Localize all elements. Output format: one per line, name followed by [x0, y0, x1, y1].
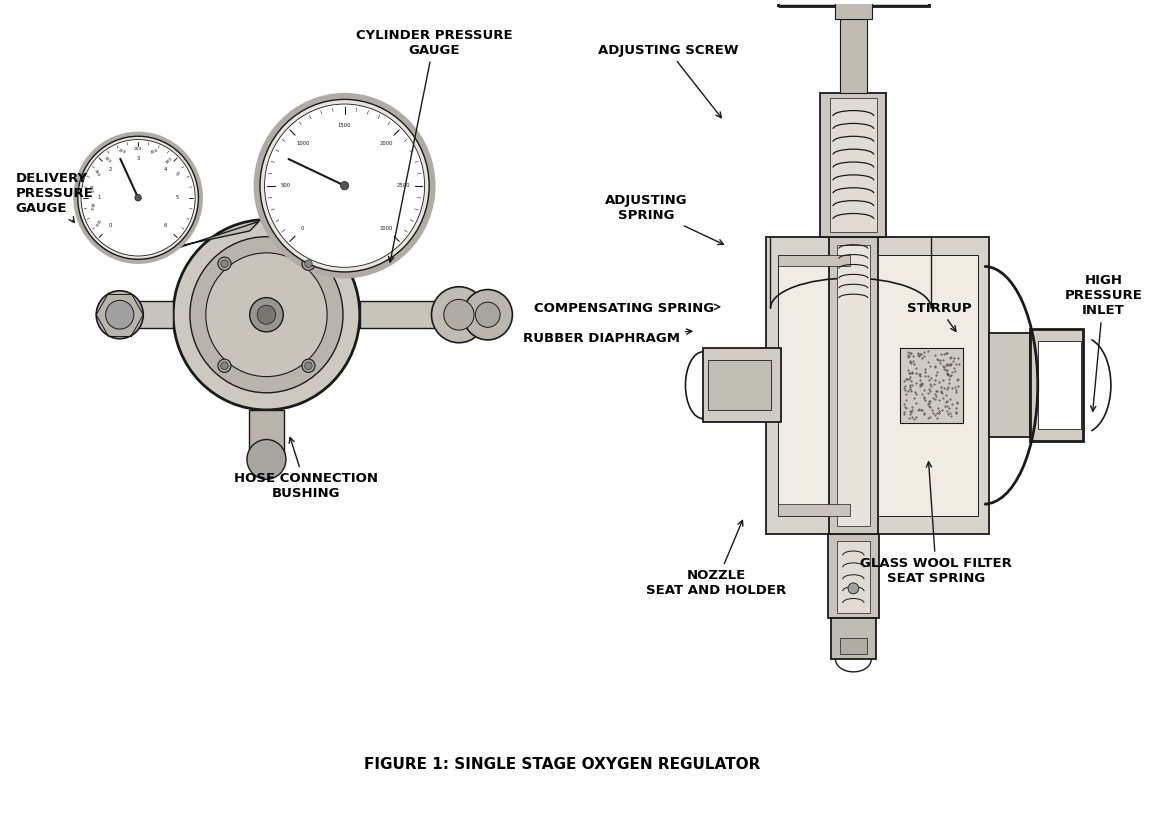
Text: 0: 0	[301, 226, 305, 231]
Circle shape	[78, 136, 199, 259]
Bar	[779, 0, 928, 7]
Bar	[840, 7, 867, 93]
Text: 450: 450	[89, 202, 93, 211]
Bar	[837, 540, 869, 613]
Bar	[360, 302, 445, 328]
Text: 3000: 3000	[380, 226, 393, 231]
Circle shape	[444, 299, 474, 330]
Bar	[835, 0, 872, 19]
Bar	[777, 254, 978, 516]
Bar	[828, 534, 879, 618]
Text: 3: 3	[137, 156, 139, 161]
Circle shape	[206, 253, 327, 377]
Text: DELIVERY
PRESSURE
GAUGE: DELIVERY PRESSURE GAUGE	[15, 172, 93, 222]
Circle shape	[81, 139, 196, 256]
Text: 2000: 2000	[380, 140, 393, 146]
Text: RUBBER DIAPHRAGM: RUBBER DIAPHRAGM	[523, 329, 692, 345]
Bar	[248, 410, 284, 460]
Polygon shape	[131, 222, 259, 260]
Text: CYLINDER PRESSURE
GAUGE: CYLINDER PRESSURE GAUGE	[355, 29, 512, 262]
Text: GLASS WOOL FILTER
SEAT SPRING: GLASS WOOL FILTER SEAT SPRING	[860, 462, 1012, 584]
Text: 6: 6	[164, 223, 167, 228]
Circle shape	[221, 362, 228, 369]
Circle shape	[174, 219, 360, 410]
Bar	[1037, 341, 1081, 430]
Bar	[820, 93, 887, 237]
Circle shape	[217, 359, 231, 372]
Circle shape	[221, 260, 228, 267]
Text: 0: 0	[109, 223, 113, 228]
Circle shape	[302, 359, 315, 372]
Text: ADJUSTING SCREW: ADJUSTING SCREW	[598, 43, 738, 117]
Circle shape	[106, 301, 133, 329]
Circle shape	[254, 93, 436, 279]
Bar	[831, 618, 875, 659]
Text: 5: 5	[175, 196, 178, 200]
Bar	[120, 302, 174, 328]
Circle shape	[305, 362, 312, 369]
Text: 2500: 2500	[397, 183, 411, 188]
Bar	[830, 98, 876, 231]
Polygon shape	[274, 222, 337, 275]
Text: 50: 50	[177, 170, 183, 177]
Text: FIGURE 1: SINGLE STAGE OXYGEN REGULATOR: FIGURE 1: SINGLE STAGE OXYGEN REGULATOR	[365, 756, 760, 772]
Circle shape	[475, 302, 500, 328]
Circle shape	[463, 289, 513, 340]
Text: 400: 400	[89, 185, 93, 194]
Circle shape	[264, 104, 424, 267]
Bar	[989, 333, 1030, 437]
Text: 500: 500	[93, 218, 100, 227]
Bar	[766, 237, 989, 534]
Bar	[779, 0, 928, 7]
Text: 1: 1	[98, 196, 101, 200]
Circle shape	[302, 257, 315, 271]
Bar	[900, 348, 963, 423]
Text: 100: 100	[164, 156, 174, 165]
Text: 1500: 1500	[338, 123, 352, 128]
Text: 350: 350	[93, 169, 100, 178]
Text: 4: 4	[164, 167, 167, 172]
Circle shape	[250, 297, 283, 332]
Bar	[707, 360, 770, 411]
Text: 1000: 1000	[296, 140, 309, 146]
Circle shape	[431, 287, 486, 343]
Bar	[703, 348, 781, 422]
Text: NOZZLE
SEAT AND HOLDER: NOZZLE SEAT AND HOLDER	[646, 521, 787, 597]
Text: HOSE CONNECTION
BUSHING: HOSE CONNECTION BUSHING	[233, 438, 377, 500]
Circle shape	[340, 182, 348, 190]
Bar	[777, 504, 851, 516]
Text: 200: 200	[133, 147, 143, 151]
Circle shape	[247, 439, 286, 479]
Text: 2: 2	[109, 167, 113, 172]
Text: STIRRUP: STIRRUP	[907, 302, 972, 332]
Text: ADJUSTING
SPRING: ADJUSTING SPRING	[605, 194, 723, 244]
Bar	[829, 237, 877, 534]
Text: 150: 150	[150, 148, 159, 155]
Text: 250: 250	[117, 148, 126, 155]
Circle shape	[305, 260, 312, 267]
Text: COMPENSATING SPRING: COMPENSATING SPRING	[534, 302, 720, 315]
Circle shape	[135, 195, 141, 201]
Circle shape	[97, 291, 144, 339]
Circle shape	[74, 131, 202, 264]
Text: 500: 500	[281, 183, 291, 188]
Bar	[1030, 329, 1083, 442]
Circle shape	[260, 99, 429, 272]
Bar	[777, 254, 851, 267]
Circle shape	[258, 305, 276, 324]
Circle shape	[190, 236, 343, 393]
Text: 300: 300	[102, 156, 112, 165]
Text: HIGH
PRESSURE
INLET: HIGH PRESSURE INLET	[1065, 274, 1142, 412]
Circle shape	[848, 583, 859, 594]
Bar	[837, 244, 869, 526]
Bar	[840, 638, 867, 654]
Circle shape	[217, 257, 231, 271]
